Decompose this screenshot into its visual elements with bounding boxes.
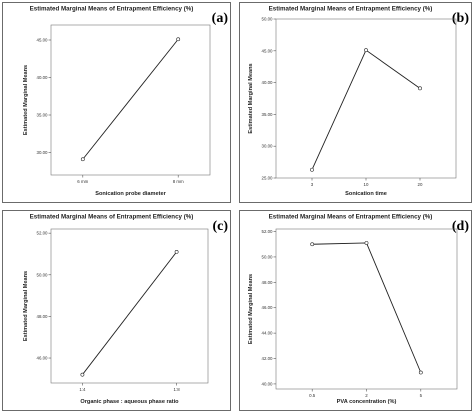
data-point [364,241,369,245]
data-point [418,370,423,375]
x-tick-label: 20 [418,182,423,187]
series-line [82,251,177,375]
y-tick-label: 52.00 [37,231,49,236]
y-tick-label: 45.00 [262,48,274,53]
y-tick-label: 40.00 [262,80,274,85]
data-point [418,86,422,91]
chart-svg-a: Estimated Marginal Means of Entrapment E… [23,6,229,198]
chart-title: Estimated Marginal Means of Entrapment E… [30,6,194,13]
x-tick-label: 6 mm [77,179,88,184]
y-tick-label: 40.00 [37,75,49,80]
series-line [82,38,179,160]
data-point [80,157,85,162]
chart-panel-b: Estimated Marginal Means of Entrapment E… [239,2,472,203]
y-tick-label: 52.00 [262,229,274,234]
series-line [312,242,422,373]
x-tick-label: 1:8 [174,387,181,392]
x-axis-label: Sonication probe diameter [95,191,166,197]
y-tick-label: 48.00 [37,314,49,319]
y-tick-label: 50.00 [37,272,49,277]
chart-svg-b: Estimated Marginal Means of Entrapment E… [248,6,469,198]
plot-area [275,228,458,390]
x-tick-label: 5 [420,393,423,398]
chart-title: Estimated Marginal Means of Entrapment E… [30,214,194,221]
y-tick-label: 46.00 [37,356,49,361]
y-tick-label: 30.00 [262,144,274,149]
data-point [174,249,179,254]
chart-title: Estimated Marginal Means of Entrapment E… [269,6,433,13]
chart-title: Estimated Marginal Means of Entrapment E… [269,214,433,221]
chart-svg-c: Estimated Marginal Means of Entrapment E… [23,214,228,406]
y-tick-label: 35.00 [37,113,49,118]
panel-label: (c) [212,219,228,234]
y-tick-label: 30.00 [37,150,49,155]
x-axis-label: PVA concentration (%) [337,399,397,405]
panel-label: (b) [452,11,469,26]
panel-label: (a) [212,11,229,26]
y-tick-label: 35.00 [262,112,274,117]
y-axis-label: Estimated Marginal Means [23,271,29,341]
data-point [364,48,368,53]
plot-area [50,228,209,384]
series-line [311,49,421,170]
y-tick-label: 40.00 [262,381,274,386]
x-tick-label: 8 mm [173,179,184,184]
data-point [310,167,314,172]
data-point [80,372,85,377]
x-tick-label: 1:4 [79,387,86,392]
chart-panel-d: Estimated Marginal Means of Entrapment E… [239,210,472,411]
y-tick-label: 48.00 [262,280,274,285]
x-axis-label: Organic phase : aqueous phase ratio [80,399,179,405]
panel-label: (d) [452,219,469,234]
x-tick-label: 0.5 [309,393,316,398]
y-axis-label: Estimated Marginal Means [23,65,29,135]
data-point [176,37,181,42]
y-tick-label: 50.00 [262,17,274,22]
chart-panel-a: Estimated Marginal Means of Entrapment E… [2,2,231,203]
plot-area [275,18,457,179]
x-tick-label: 10 [364,182,369,187]
y-tick-label: 45.00 [37,38,49,43]
y-tick-label: 50.00 [262,254,274,259]
chart-panel-c: Estimated Marginal Means of Entrapment E… [2,210,231,411]
data-point [310,242,315,247]
x-tick-label: 2 [365,393,368,398]
y-axis-label: Estimated Marginal Means [248,274,254,344]
x-tick-label: 3 [311,182,314,187]
y-axis-label: Estimated Marginal Means [248,63,254,133]
plot-area [50,24,211,176]
x-axis-label: Sonication time [345,191,387,197]
y-tick-label: 46.00 [262,305,274,310]
y-tick-label: 44.00 [262,331,274,336]
y-tick-label: 25.00 [262,176,274,181]
y-tick-label: 42.00 [262,356,274,361]
chart-svg-d: Estimated Marginal Means of Entrapment E… [248,214,469,406]
